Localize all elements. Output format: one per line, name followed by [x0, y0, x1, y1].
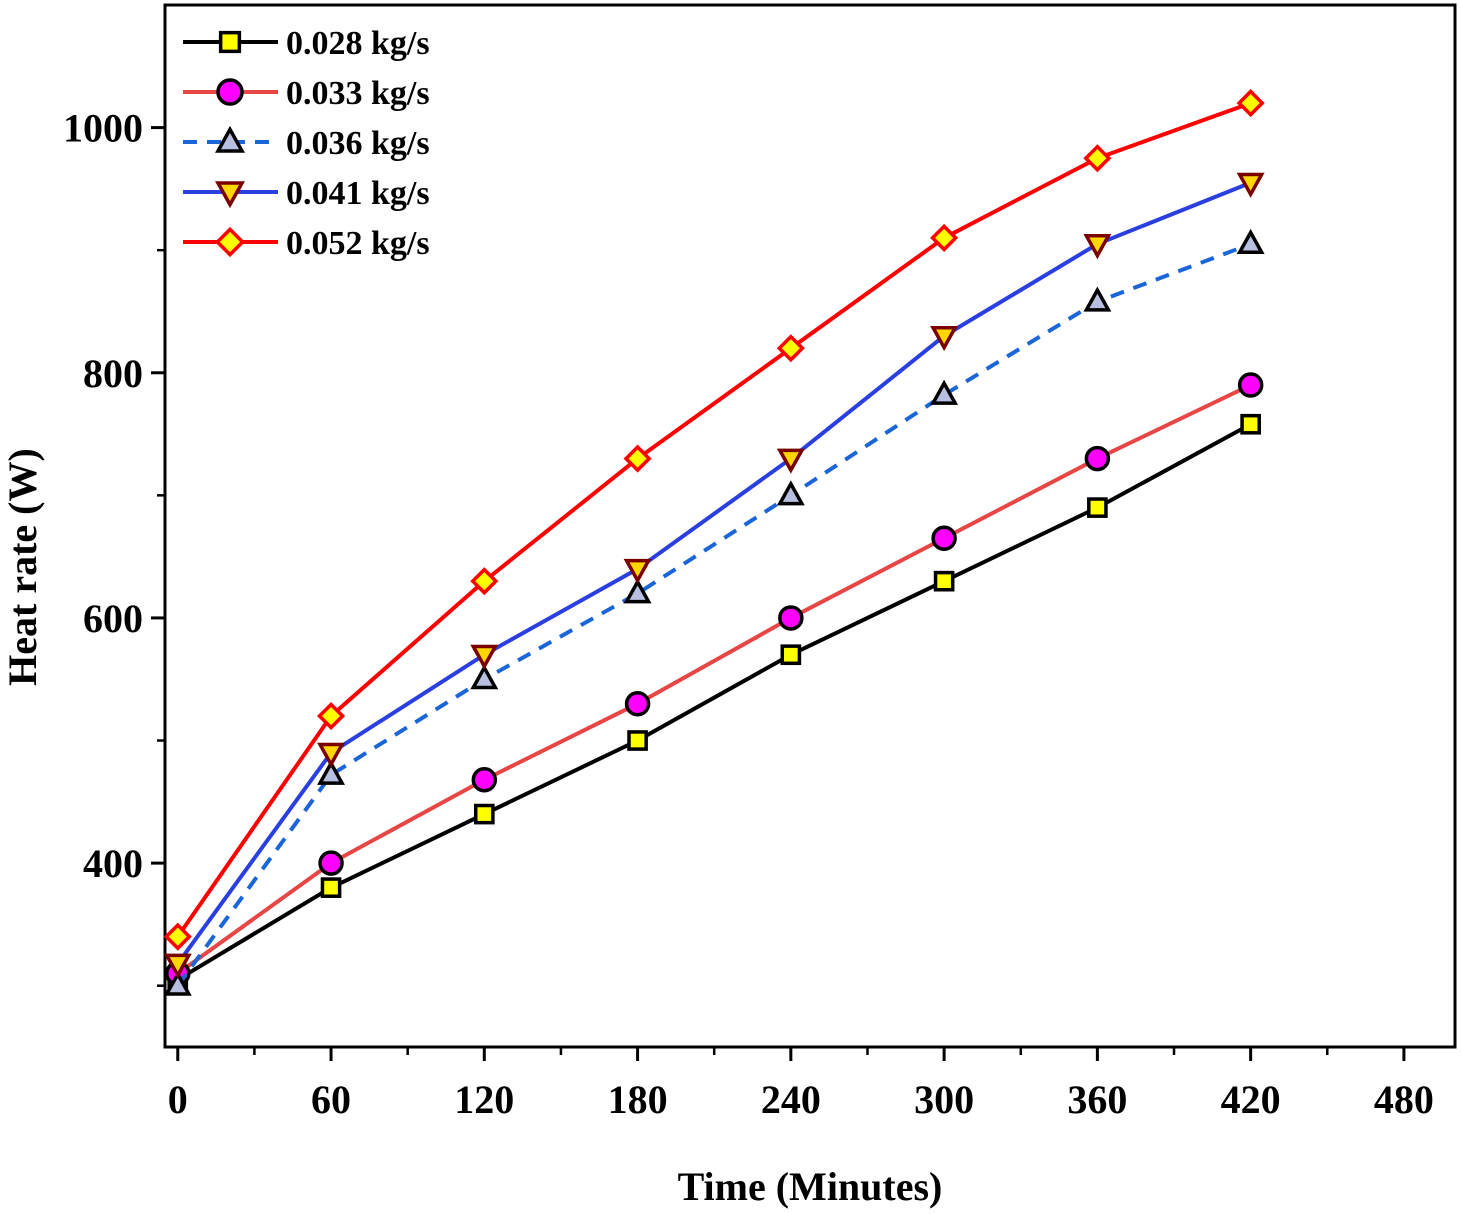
legend-label: 0.052 kg/s: [286, 225, 430, 262]
triangle-up-marker: [1083, 286, 1112, 312]
circle-marker: [1084, 445, 1111, 472]
legend-item: 0.041 kg/s: [183, 175, 430, 212]
square-marker: [933, 570, 955, 592]
legend-item: 0.036 kg/s: [183, 125, 430, 162]
circle-marker: [216, 78, 244, 106]
triangle-down-marker: [470, 644, 499, 670]
series-line: [176, 180, 1252, 965]
triangle-up-marker: [215, 125, 245, 153]
x-tick-label: 480: [1374, 1077, 1434, 1122]
legend-item: 0.052 kg/s: [183, 225, 430, 262]
series-1: [167, 413, 1261, 990]
triangle-down-marker: [930, 325, 959, 352]
diamond-marker: [214, 226, 246, 258]
legend: 0.028 kg/s 0.033 kg/s 0.036 kg/s 0.041 kg/s…: [183, 25, 430, 262]
square-marker: [627, 730, 648, 751]
circle-marker: [1237, 372, 1264, 398]
series-2: [165, 372, 1264, 987]
y-tick-label: 600: [83, 596, 143, 641]
triangle-up-marker: [317, 759, 346, 785]
square-marker: [1087, 497, 1108, 518]
plot-frame: [163, 3, 1457, 1049]
triangle-up-marker: [930, 379, 959, 405]
square-marker: [780, 644, 802, 666]
circle-marker: [318, 850, 344, 876]
x-tick-label: 240: [761, 1077, 821, 1122]
axes: 0 60 120 180 240 300 360 420 480 400 600 800 1000: [63, 3, 1457, 1122]
diamond-marker: [930, 223, 959, 252]
x-tick-label: 120: [454, 1077, 514, 1122]
x-tick-label: 60: [311, 1077, 351, 1122]
square-marker: [320, 877, 342, 898]
series-line: [176, 383, 1252, 976]
circle-marker: [471, 767, 498, 793]
triangle-down-marker: [163, 953, 192, 979]
legend-label: 0.041 kg/s: [286, 175, 430, 212]
y-tick-label: 800: [83, 351, 143, 396]
x-tick-label: 420: [1221, 1077, 1281, 1122]
circle-marker: [778, 605, 804, 631]
x-tick-label: 300: [914, 1077, 974, 1122]
x-axis-title: Time (Minutes): [678, 1164, 943, 1209]
diamond-marker: [1083, 144, 1112, 173]
triangle-down-marker: [776, 448, 805, 474]
triangle-up-marker: [470, 664, 499, 690]
triangle-up-marker: [623, 578, 652, 604]
y-tick-label: 1000: [63, 106, 143, 151]
legend-item: 0.028 kg/s: [183, 25, 430, 62]
legend-item: 0.033 kg/s: [183, 75, 430, 112]
triangle-down-marker: [317, 742, 346, 768]
series-3: [163, 228, 1265, 996]
series-line: [176, 242, 1252, 987]
triangle-up-marker: [776, 480, 805, 506]
y-tick-label: 400: [83, 841, 143, 886]
triangle-down-marker: [623, 558, 652, 585]
diamond-marker: [317, 701, 346, 731]
x-tick-label: 180: [608, 1077, 668, 1122]
series-5: [163, 89, 1265, 951]
series-line: [176, 422, 1252, 982]
diamond-marker: [776, 334, 805, 363]
circle-marker: [624, 691, 651, 717]
series-line: [176, 101, 1252, 938]
diamond-marker: [1236, 89, 1265, 118]
diamond-marker: [163, 922, 192, 951]
x-tick-label: 360: [1067, 1077, 1127, 1122]
triangle-down-marker: [1236, 172, 1265, 198]
series-4: [163, 172, 1265, 979]
circle-marker: [931, 525, 957, 552]
diamond-marker: [623, 444, 652, 473]
square-marker: [473, 803, 495, 825]
square-marker: [1240, 413, 1261, 435]
triangle-down-marker: [215, 181, 245, 209]
triangle-down-marker: [1083, 234, 1112, 260]
x-tick-label: 0: [168, 1077, 188, 1122]
diamond-marker: [470, 567, 499, 596]
triangle-up-marker: [163, 970, 192, 996]
legend-label: 0.028 kg/s: [286, 25, 430, 62]
square-marker: [218, 30, 242, 54]
legend-label: 0.036 kg/s: [286, 125, 430, 162]
y-axis-title: Heat rate (W): [0, 448, 45, 686]
legend-label: 0.033 kg/s: [286, 75, 430, 112]
series-group: [163, 89, 1265, 996]
triangle-up-marker: [1236, 228, 1265, 255]
